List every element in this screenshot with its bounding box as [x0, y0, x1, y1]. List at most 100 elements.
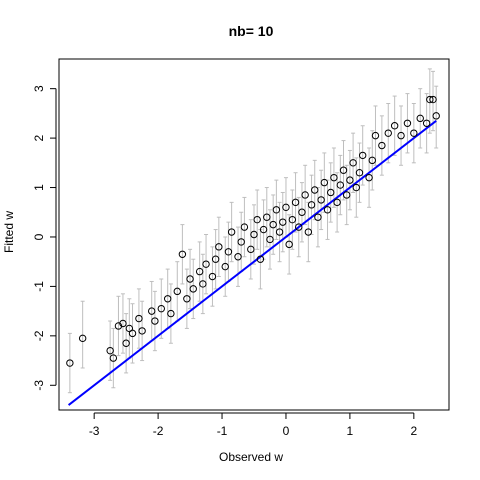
data-point	[298, 208, 306, 216]
data-point	[317, 196, 325, 204]
data-point	[157, 304, 165, 313]
y-tick-label: -1	[32, 281, 46, 292]
data-point	[237, 238, 245, 246]
data-point	[263, 213, 271, 221]
data-point	[250, 230, 258, 239]
data-point	[339, 166, 348, 174]
data-point	[109, 354, 118, 362]
data-point	[426, 95, 434, 104]
data-point	[66, 359, 74, 367]
data-point	[128, 329, 137, 338]
data-point	[343, 191, 351, 199]
data-point	[333, 198, 341, 207]
data-point	[266, 235, 274, 244]
data-point	[368, 156, 376, 165]
data-point	[227, 228, 236, 236]
y-tick-label: 3	[32, 85, 46, 92]
data-point	[78, 334, 87, 343]
data-point	[151, 317, 159, 325]
data-point	[410, 129, 418, 137]
data-point	[195, 267, 204, 276]
data-point	[422, 119, 431, 127]
data-point	[330, 173, 338, 182]
data-point	[327, 188, 335, 197]
data-point	[336, 181, 345, 189]
data-point	[365, 173, 373, 182]
data-point	[314, 213, 322, 221]
data-point	[352, 183, 360, 192]
data-point	[163, 295, 172, 303]
data-point	[167, 309, 175, 318]
data-point	[135, 314, 143, 323]
data-point	[269, 220, 277, 229]
data-point	[429, 95, 437, 104]
data-point	[285, 240, 293, 249]
x-tick-label: 2	[410, 424, 417, 438]
reference-line-group	[67, 120, 437, 406]
y-axis-label: Fitted w	[2, 211, 16, 253]
y-axis: -3 -2 -1 0 1 2 3	[32, 85, 57, 391]
plot-frame	[58, 58, 450, 411]
data-point	[224, 248, 233, 256]
data-point	[247, 245, 255, 254]
x-axis-label: Observed w	[219, 450, 283, 464]
data-point	[199, 280, 207, 288]
data-point	[346, 176, 354, 184]
data-point	[403, 119, 412, 127]
data-point	[432, 112, 440, 120]
data-point	[186, 275, 194, 283]
data-point	[282, 203, 290, 212]
data-point	[355, 169, 364, 177]
data-point	[272, 206, 281, 214]
data-point	[114, 322, 123, 330]
x-tick-label: -2	[153, 424, 164, 438]
y-tick-label: 2	[32, 134, 46, 141]
data-point	[138, 327, 146, 335]
y-tick-label: -3	[32, 380, 46, 391]
data-point	[390, 122, 399, 130]
data-point	[240, 223, 249, 231]
data-point	[234, 253, 242, 261]
data-point	[288, 215, 297, 224]
data-point	[311, 186, 319, 194]
data-point	[119, 319, 127, 328]
data-point	[323, 206, 332, 214]
data-point	[371, 131, 380, 140]
data-point	[349, 159, 357, 167]
data-point	[279, 218, 287, 226]
data-point	[259, 225, 268, 234]
data-point	[384, 129, 392, 137]
x-tick-label: -1	[217, 424, 228, 438]
x-tick-label: 1	[347, 424, 354, 438]
data-point	[301, 191, 309, 199]
data-point	[106, 346, 114, 355]
data-point	[211, 255, 220, 263]
data-point	[295, 223, 303, 231]
y-tick-label: -2	[32, 330, 46, 341]
reference-line	[67, 120, 437, 406]
x-tick-label: -3	[89, 424, 100, 438]
data-point	[189, 285, 197, 293]
y-tick-label: 0	[32, 233, 46, 240]
data-points	[66, 95, 440, 367]
data-point	[307, 201, 316, 209]
data-point	[221, 262, 229, 271]
data-point	[215, 243, 223, 251]
data-point	[397, 131, 405, 140]
chart-title: nb= 10	[229, 23, 274, 39]
data-point	[291, 198, 300, 207]
y-tick-label: 1	[32, 184, 46, 191]
data-point	[253, 215, 261, 224]
data-point	[173, 287, 181, 296]
data-point	[178, 250, 187, 258]
x-axis: -3 -2 -1 0 1 2	[89, 412, 417, 438]
data-point	[256, 255, 265, 263]
data-point	[202, 260, 210, 268]
data-point	[358, 151, 367, 160]
data-point	[378, 141, 386, 150]
data-point	[416, 114, 424, 123]
data-point	[275, 228, 284, 236]
data-point	[183, 295, 191, 303]
data-point	[320, 178, 329, 187]
